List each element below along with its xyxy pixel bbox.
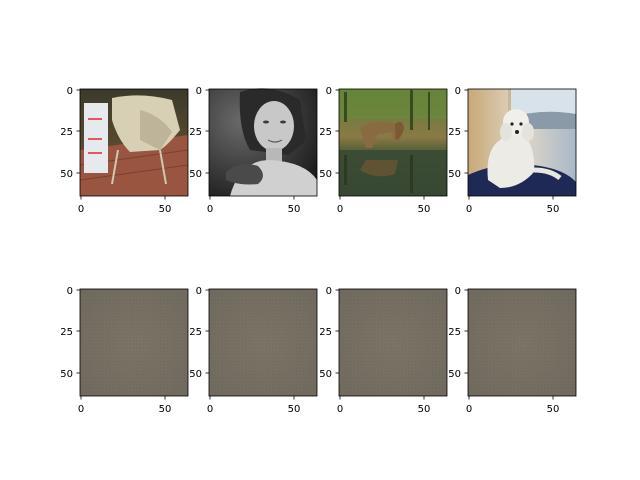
x-tick-label: 0 [78, 204, 84, 215]
image-chair-with-cloth [79, 89, 189, 196]
x-ticks: 0 50 [207, 396, 301, 415]
y-tick-label: 0 [196, 86, 202, 97]
axes-frame [467, 288, 577, 397]
y-tick-label: 0 [455, 286, 461, 297]
y-tick-label: 25 [60, 327, 73, 338]
x-tick-label: 50 [547, 204, 560, 215]
axes-frame [208, 288, 318, 397]
axes-panel-7: 0 50 0 25 50 [319, 286, 448, 415]
y-ticks: 0 25 50 [189, 286, 209, 380]
x-tick-label: 50 [159, 204, 172, 215]
x-tick-label: 0 [337, 404, 343, 415]
image-reconstruction-1 [80, 289, 188, 396]
axes-panel-8: 0 50 0 25 50 [448, 286, 577, 415]
y-tick-label: 25 [448, 327, 461, 338]
x-tick-label: 50 [418, 404, 431, 415]
image-reconstruction-4 [468, 289, 576, 396]
x-ticks: 0 50 [78, 396, 172, 415]
y-tick-label: 25 [319, 327, 332, 338]
x-ticks: 0 50 [466, 396, 560, 415]
axes-panel-6: 0 50 0 25 50 [189, 286, 318, 415]
y-tick-label: 0 [67, 86, 73, 97]
x-tick-label: 0 [207, 404, 213, 415]
x-tick-label: 50 [159, 404, 172, 415]
x-tick-label: 50 [418, 204, 431, 215]
image-woman-portrait [209, 88, 317, 196]
x-tick-label: 50 [288, 404, 301, 415]
y-tick-label: 25 [60, 127, 73, 138]
axes-panel-2: 0 50 0 25 50 [189, 86, 318, 215]
y-tick-label: 25 [319, 127, 332, 138]
axes-frame [338, 288, 448, 397]
x-tick-label: 0 [466, 404, 472, 415]
image-deer-at-pond [339, 89, 447, 196]
y-tick-label: 50 [60, 369, 73, 380]
y-ticks: 0 25 50 [60, 286, 80, 380]
y-ticks: 0 25 50 [60, 86, 80, 180]
y-tick-label: 25 [189, 327, 202, 338]
axes-frame [467, 88, 577, 197]
axes-frame [208, 88, 318, 197]
y-tick-label: 50 [189, 169, 202, 180]
x-tick-label: 50 [288, 204, 301, 215]
y-tick-label: 50 [448, 369, 461, 380]
axes-frame [79, 288, 189, 397]
y-tick-label: 50 [189, 369, 202, 380]
axes-panel-1: 0 50 0 25 50 [60, 86, 189, 215]
y-tick-label: 50 [319, 169, 332, 180]
x-ticks: 0 50 [337, 196, 431, 215]
y-ticks: 0 25 50 [448, 86, 468, 180]
y-ticks: 0 25 50 [448, 286, 468, 380]
x-ticks: 0 50 [337, 396, 431, 415]
y-ticks: 0 25 50 [319, 286, 339, 380]
x-ticks: 0 50 [466, 196, 560, 215]
y-ticks: 0 25 50 [319, 86, 339, 180]
axes-panel-5: 0 50 0 25 50 [60, 286, 189, 415]
y-tick-label: 0 [326, 286, 332, 297]
x-tick-label: 50 [547, 404, 560, 415]
axes-panel-3: 0 50 0 25 50 [319, 86, 448, 215]
x-ticks: 0 50 [207, 196, 301, 215]
axes-frame [79, 88, 189, 197]
y-tick-label: 50 [60, 169, 73, 180]
image-poodle-by-window [468, 89, 576, 196]
image-reconstruction-2 [209, 289, 317, 396]
axes-panel-4: 0 50 0 25 50 [448, 86, 577, 215]
y-tick-label: 50 [448, 169, 461, 180]
y-tick-label: 50 [319, 369, 332, 380]
y-tick-label: 0 [196, 286, 202, 297]
y-tick-label: 0 [455, 86, 461, 97]
axes-frame [338, 88, 448, 197]
x-tick-label: 0 [337, 204, 343, 215]
image-reconstruction-3 [339, 289, 447, 396]
x-ticks: 0 50 [78, 196, 172, 215]
y-tick-label: 25 [189, 127, 202, 138]
y-tick-label: 0 [67, 286, 73, 297]
y-tick-label: 0 [326, 86, 332, 97]
x-tick-label: 0 [78, 404, 84, 415]
x-tick-label: 0 [466, 204, 472, 215]
x-tick-label: 0 [207, 204, 213, 215]
y-tick-label: 25 [448, 127, 461, 138]
y-ticks: 0 25 50 [189, 86, 209, 180]
